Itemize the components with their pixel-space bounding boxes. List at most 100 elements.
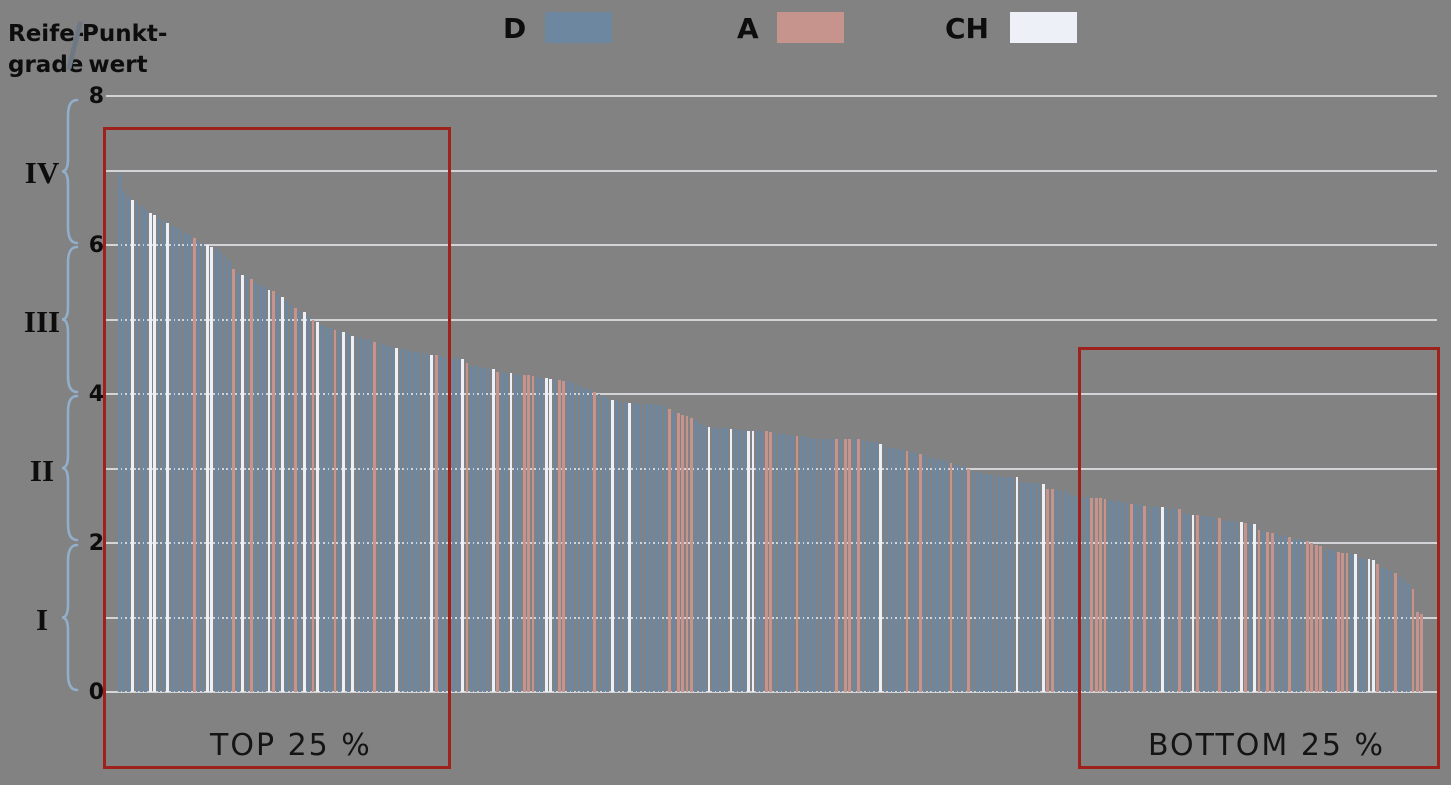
bar-A [562,380,566,692]
bar-D [962,467,966,692]
bar-D [1028,483,1032,692]
bar-D [390,347,394,692]
bar-D [1380,566,1384,692]
bar-D [1059,490,1063,692]
bar-A [685,416,689,692]
bar-CH [131,200,135,692]
bar-D [971,470,975,692]
bar-D [439,356,443,692]
bar-D [734,429,737,692]
top-25-label: TOP 25 % [210,728,372,763]
bar-D [1275,534,1279,692]
bar-D [122,191,126,692]
bar-CH [879,443,883,692]
bar-D [228,261,231,692]
bar-D [927,456,931,692]
bar-D [778,433,781,692]
bar-A [1416,612,1419,692]
bar-A [1266,531,1270,692]
bar-A [527,375,531,692]
bar-D [184,233,187,692]
bar-D [1402,580,1406,692]
bar-A [690,417,693,692]
bar-CH [302,312,306,692]
bar-CH [747,430,751,692]
bar-CH [206,245,209,692]
bar-A [558,379,561,692]
bottom-25-box [1078,347,1440,769]
bar-D [1350,554,1353,692]
bar-D [338,330,341,692]
bar-D [377,343,381,692]
bar-CH [1191,514,1195,692]
bar-D [1226,520,1230,692]
band-label-ii: II [29,453,55,488]
bottom-25-label: BOTTOM 25 % [1148,728,1386,763]
bar-D [368,340,372,692]
bar-D [1024,482,1028,692]
bar-D [1072,496,1076,692]
bar-D [285,300,289,692]
bar-CH [610,399,614,692]
y-tick-4: 4 [88,382,104,407]
bar-CH [351,335,355,692]
bar-D [1279,534,1283,692]
bar-CH [210,246,214,692]
bar-D [588,390,592,692]
gridline-0 [106,691,1437,693]
legend-label-d: D [503,12,527,45]
bar-D [1138,505,1142,692]
bar-A [844,438,847,692]
band-label-i: I [35,602,49,637]
bar-D [703,426,707,692]
bar-A [967,468,971,692]
caption-line: Reife- [8,21,85,47]
bar-D [386,345,390,692]
bar-A [764,431,768,692]
bar-D [742,429,746,692]
brace-I [61,543,79,692]
bar-D [698,423,702,692]
bar-D [276,294,280,692]
bar-D [412,351,416,692]
bar-D [936,459,940,692]
bar-D [1156,507,1160,692]
bar-CH [430,354,434,692]
bar-D [597,394,601,692]
y-axis-caption-punktwert: Punkt- wert [82,19,167,81]
bar-A [1094,498,1098,692]
bar-D [694,420,698,692]
bar-D [1248,523,1252,692]
bar-D [1213,516,1217,692]
bar-A [668,408,671,692]
bar-D [478,367,482,692]
bar-D [1147,505,1151,692]
bar-A [311,319,315,692]
bar-D [896,449,900,692]
bar-D [346,334,350,692]
bar-CH [751,430,755,692]
bar-D [989,475,993,692]
bar-D [1064,490,1067,692]
bar-D [355,336,359,692]
bar-D [720,428,724,692]
bar-D [980,473,984,692]
bar-A [1411,589,1415,692]
legend-swatch-d [545,12,612,43]
gridline-6 [106,244,1437,246]
bar-D [830,438,834,692]
bar-D [474,366,478,692]
bar-D [1262,531,1265,692]
gridline-7 [106,169,1437,172]
bar-A [949,462,953,692]
bar-CH [267,289,271,692]
bar-D [575,385,579,692]
bar-A [1130,503,1133,692]
bar-D [1108,499,1111,692]
bar-CH [395,347,399,692]
bar-D [615,401,619,692]
bar-D [201,243,205,692]
bar-D [606,397,610,692]
bar-D [672,411,676,692]
bar-D [426,353,429,692]
